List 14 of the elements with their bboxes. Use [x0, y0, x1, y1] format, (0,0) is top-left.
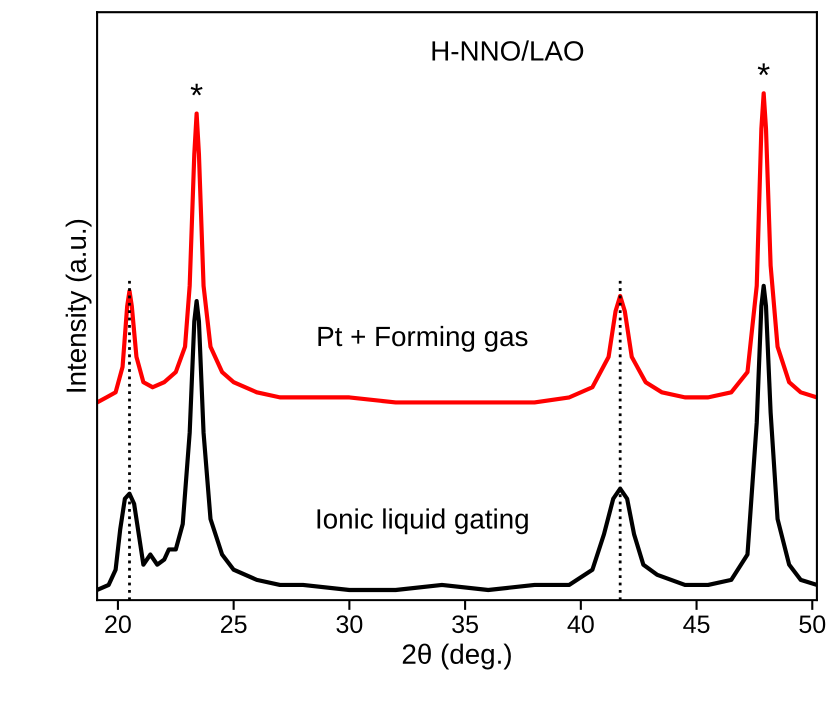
x-tick-label: 25 — [221, 615, 247, 634]
x-tick-label: 40 — [568, 615, 594, 634]
x-tick-label: 20 — [105, 615, 131, 634]
series-label: Pt + Forming gas — [318, 326, 528, 352]
x-tick-label: 35 — [452, 615, 478, 634]
text: H-NNO/LAO — [432, 40, 584, 61]
y-axis-title: Intensity (a.u.) — [66, 220, 92, 392]
x-tick-label: 50 — [799, 615, 826, 634]
x-tick-label: 30 — [336, 615, 362, 634]
annotation: * — [190, 84, 203, 96]
x-tick-label: 45 — [683, 616, 710, 634]
series-label: Ionic liquid gating — [318, 508, 528, 534]
annotation: * — [758, 63, 770, 76]
x-axis-title: 2θ (deg.) — [402, 644, 511, 670]
